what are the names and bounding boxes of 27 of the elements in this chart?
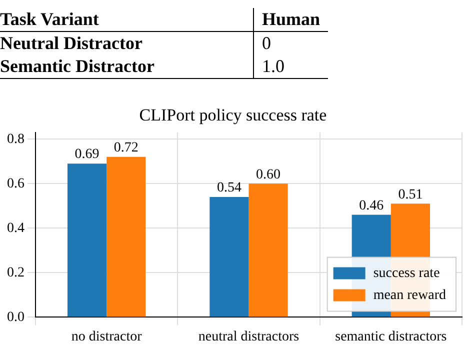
chart-title: CLIPort policy success rate bbox=[139, 106, 327, 125]
text: Semantic Distractor bbox=[0, 55, 254, 78]
y-tick-label: 0.6 bbox=[7, 176, 24, 192]
text: 1.0 bbox=[261, 55, 286, 78]
bar bbox=[106, 156, 146, 317]
x-tick-label: semantic distractors bbox=[335, 329, 447, 344]
data-label: 0.51 bbox=[398, 187, 423, 202]
x-tick-label: no distractor bbox=[71, 329, 142, 344]
y-tick-label: 0.4 bbox=[7, 220, 24, 236]
text: Human bbox=[261, 8, 322, 31]
legend-label: mean reward bbox=[373, 288, 446, 303]
text: Task Variant bbox=[0, 8, 254, 32]
y-tick-label: 0.8 bbox=[7, 132, 24, 147]
x-tick-label: neutral distractors bbox=[198, 329, 300, 344]
text: 0 bbox=[261, 32, 272, 55]
text: Neutral Distractor bbox=[0, 32, 254, 55]
y-tick-label: 0.2 bbox=[7, 265, 24, 280]
bar bbox=[67, 164, 107, 317]
legend-label: success rate bbox=[373, 266, 440, 281]
bar bbox=[248, 184, 288, 317]
data-label: 0.46 bbox=[359, 198, 384, 214]
data-label: 0.72 bbox=[114, 140, 138, 156]
data-label: 0.60 bbox=[256, 167, 281, 182]
y-tick-label: 0.0 bbox=[7, 310, 24, 325]
data-label: 0.54 bbox=[216, 180, 242, 196]
bar bbox=[210, 196, 249, 317]
data-label: 0.69 bbox=[74, 147, 100, 162]
